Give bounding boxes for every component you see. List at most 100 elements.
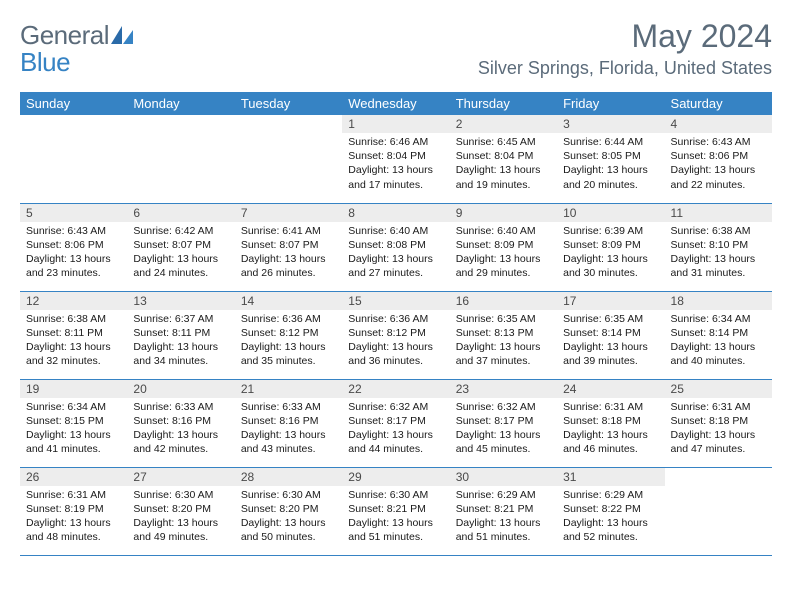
- day-number: 23: [450, 380, 557, 398]
- calendar-head: SundayMondayTuesdayWednesdayThursdayFrid…: [20, 92, 772, 115]
- day-number: 30: [450, 468, 557, 486]
- calendar-cell: 9Sunrise: 6:40 AMSunset: 8:09 PMDaylight…: [450, 203, 557, 291]
- day-content: Sunrise: 6:43 AMSunset: 8:06 PMDaylight:…: [20, 222, 127, 285]
- day-content: Sunrise: 6:35 AMSunset: 8:13 PMDaylight:…: [450, 310, 557, 373]
- calendar-cell: [665, 467, 772, 555]
- day-content: Sunrise: 6:45 AMSunset: 8:04 PMDaylight:…: [450, 133, 557, 196]
- brand-word-2: Blue: [20, 47, 70, 77]
- day-content: Sunrise: 6:33 AMSunset: 8:16 PMDaylight:…: [235, 398, 342, 461]
- day-number: 5: [20, 204, 127, 222]
- day-content: Sunrise: 6:43 AMSunset: 8:06 PMDaylight:…: [665, 133, 772, 196]
- calendar-cell: 17Sunrise: 6:35 AMSunset: 8:14 PMDayligh…: [557, 291, 664, 379]
- calendar-table: SundayMondayTuesdayWednesdayThursdayFrid…: [20, 92, 772, 556]
- calendar-body: 1Sunrise: 6:46 AMSunset: 8:04 PMDaylight…: [20, 115, 772, 555]
- day-number: 13: [127, 292, 234, 310]
- weekday-row: SundayMondayTuesdayWednesdayThursdayFrid…: [20, 92, 772, 115]
- weekday-header: Thursday: [450, 92, 557, 115]
- calendar-cell: 1Sunrise: 6:46 AMSunset: 8:04 PMDaylight…: [342, 115, 449, 203]
- day-content: Sunrise: 6:29 AMSunset: 8:21 PMDaylight:…: [450, 486, 557, 549]
- calendar-cell: 19Sunrise: 6:34 AMSunset: 8:15 PMDayligh…: [20, 379, 127, 467]
- day-content: Sunrise: 6:39 AMSunset: 8:09 PMDaylight:…: [557, 222, 664, 285]
- day-content: Sunrise: 6:35 AMSunset: 8:14 PMDaylight:…: [557, 310, 664, 373]
- calendar-cell: 23Sunrise: 6:32 AMSunset: 8:17 PMDayligh…: [450, 379, 557, 467]
- day-number: 29: [342, 468, 449, 486]
- day-content: Sunrise: 6:31 AMSunset: 8:18 PMDaylight:…: [665, 398, 772, 461]
- day-number: 15: [342, 292, 449, 310]
- calendar-page: General Blue May 2024 Silver Springs, Fl…: [0, 0, 792, 566]
- day-content: Sunrise: 6:30 AMSunset: 8:20 PMDaylight:…: [127, 486, 234, 549]
- weekday-header: Friday: [557, 92, 664, 115]
- day-number: 2: [450, 115, 557, 133]
- calendar-cell: [20, 115, 127, 203]
- calendar-cell: 11Sunrise: 6:38 AMSunset: 8:10 PMDayligh…: [665, 203, 772, 291]
- weekday-header: Monday: [127, 92, 234, 115]
- day-content: Sunrise: 6:34 AMSunset: 8:15 PMDaylight:…: [20, 398, 127, 461]
- calendar-cell: 20Sunrise: 6:33 AMSunset: 8:16 PMDayligh…: [127, 379, 234, 467]
- day-number: 28: [235, 468, 342, 486]
- calendar-cell: 8Sunrise: 6:40 AMSunset: 8:08 PMDaylight…: [342, 203, 449, 291]
- calendar-row: 1Sunrise: 6:46 AMSunset: 8:04 PMDaylight…: [20, 115, 772, 203]
- day-content: Sunrise: 6:40 AMSunset: 8:08 PMDaylight:…: [342, 222, 449, 285]
- calendar-row: 12Sunrise: 6:38 AMSunset: 8:11 PMDayligh…: [20, 291, 772, 379]
- weekday-header: Saturday: [665, 92, 772, 115]
- day-content: Sunrise: 6:34 AMSunset: 8:14 PMDaylight:…: [665, 310, 772, 373]
- calendar-cell: 16Sunrise: 6:35 AMSunset: 8:13 PMDayligh…: [450, 291, 557, 379]
- day-content: Sunrise: 6:40 AMSunset: 8:09 PMDaylight:…: [450, 222, 557, 285]
- brand-logo: General Blue: [20, 20, 133, 86]
- calendar-cell: 28Sunrise: 6:30 AMSunset: 8:20 PMDayligh…: [235, 467, 342, 555]
- day-number: 27: [127, 468, 234, 486]
- day-number: 8: [342, 204, 449, 222]
- day-number: 20: [127, 380, 234, 398]
- calendar-cell: 3Sunrise: 6:44 AMSunset: 8:05 PMDaylight…: [557, 115, 664, 203]
- header: General Blue May 2024 Silver Springs, Fl…: [20, 20, 772, 86]
- day-content: Sunrise: 6:31 AMSunset: 8:18 PMDaylight:…: [557, 398, 664, 461]
- day-content: Sunrise: 6:37 AMSunset: 8:11 PMDaylight:…: [127, 310, 234, 373]
- day-content: Sunrise: 6:46 AMSunset: 8:04 PMDaylight:…: [342, 133, 449, 196]
- day-content: Sunrise: 6:36 AMSunset: 8:12 PMDaylight:…: [235, 310, 342, 373]
- day-number: 31: [557, 468, 664, 486]
- day-number: 12: [20, 292, 127, 310]
- calendar-cell: 21Sunrise: 6:33 AMSunset: 8:16 PMDayligh…: [235, 379, 342, 467]
- sail-icon: [111, 26, 133, 49]
- calendar-row: 19Sunrise: 6:34 AMSunset: 8:15 PMDayligh…: [20, 379, 772, 467]
- calendar-cell: 15Sunrise: 6:36 AMSunset: 8:12 PMDayligh…: [342, 291, 449, 379]
- day-content: Sunrise: 6:42 AMSunset: 8:07 PMDaylight:…: [127, 222, 234, 285]
- calendar-cell: 22Sunrise: 6:32 AMSunset: 8:17 PMDayligh…: [342, 379, 449, 467]
- day-number: 18: [665, 292, 772, 310]
- day-number: 11: [665, 204, 772, 222]
- logo-text: General Blue: [20, 20, 133, 86]
- calendar-cell: 29Sunrise: 6:30 AMSunset: 8:21 PMDayligh…: [342, 467, 449, 555]
- calendar-cell: 6Sunrise: 6:42 AMSunset: 8:07 PMDaylight…: [127, 203, 234, 291]
- calendar-cell: 2Sunrise: 6:45 AMSunset: 8:04 PMDaylight…: [450, 115, 557, 203]
- day-content: Sunrise: 6:38 AMSunset: 8:10 PMDaylight:…: [665, 222, 772, 285]
- day-content: Sunrise: 6:32 AMSunset: 8:17 PMDaylight:…: [450, 398, 557, 461]
- calendar-cell: 12Sunrise: 6:38 AMSunset: 8:11 PMDayligh…: [20, 291, 127, 379]
- calendar-cell: 25Sunrise: 6:31 AMSunset: 8:18 PMDayligh…: [665, 379, 772, 467]
- brand-word-1: General: [20, 20, 109, 50]
- day-content: Sunrise: 6:29 AMSunset: 8:22 PMDaylight:…: [557, 486, 664, 549]
- weekday-header: Wednesday: [342, 92, 449, 115]
- day-number: 3: [557, 115, 664, 133]
- calendar-cell: 14Sunrise: 6:36 AMSunset: 8:12 PMDayligh…: [235, 291, 342, 379]
- page-title: May 2024: [478, 20, 772, 52]
- day-number: 9: [450, 204, 557, 222]
- calendar-cell: 18Sunrise: 6:34 AMSunset: 8:14 PMDayligh…: [665, 291, 772, 379]
- calendar-cell: 7Sunrise: 6:41 AMSunset: 8:07 PMDaylight…: [235, 203, 342, 291]
- day-number: 1: [342, 115, 449, 133]
- weekday-header: Sunday: [20, 92, 127, 115]
- day-content: Sunrise: 6:32 AMSunset: 8:17 PMDaylight:…: [342, 398, 449, 461]
- calendar-cell: 27Sunrise: 6:30 AMSunset: 8:20 PMDayligh…: [127, 467, 234, 555]
- title-block: May 2024 Silver Springs, Florida, United…: [478, 20, 772, 79]
- day-number: 21: [235, 380, 342, 398]
- day-content: Sunrise: 6:33 AMSunset: 8:16 PMDaylight:…: [127, 398, 234, 461]
- day-content: Sunrise: 6:36 AMSunset: 8:12 PMDaylight:…: [342, 310, 449, 373]
- calendar-row: 26Sunrise: 6:31 AMSunset: 8:19 PMDayligh…: [20, 467, 772, 555]
- day-content: Sunrise: 6:38 AMSunset: 8:11 PMDaylight:…: [20, 310, 127, 373]
- weekday-header: Tuesday: [235, 92, 342, 115]
- day-content: Sunrise: 6:30 AMSunset: 8:20 PMDaylight:…: [235, 486, 342, 549]
- day-number: 7: [235, 204, 342, 222]
- calendar-cell: 13Sunrise: 6:37 AMSunset: 8:11 PMDayligh…: [127, 291, 234, 379]
- calendar-cell: 24Sunrise: 6:31 AMSunset: 8:18 PMDayligh…: [557, 379, 664, 467]
- day-content: Sunrise: 6:44 AMSunset: 8:05 PMDaylight:…: [557, 133, 664, 196]
- day-number: 19: [20, 380, 127, 398]
